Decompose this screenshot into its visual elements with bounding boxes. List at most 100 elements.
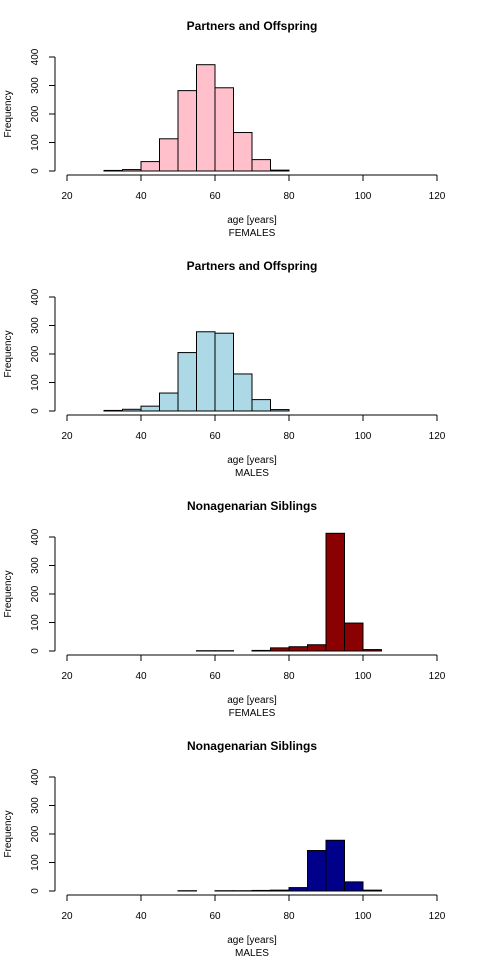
x-tick-label: 100 <box>355 911 372 922</box>
histogram-bar <box>270 889 290 892</box>
x-tick-label: 60 <box>209 191 221 202</box>
chart-title: Nonagenarian Siblings <box>187 739 317 753</box>
histogram-bar <box>251 649 271 652</box>
histogram-bar <box>233 132 253 172</box>
y-axis: 0 100 200 300 400 <box>30 528 56 654</box>
histogram-bar <box>270 169 290 172</box>
x-axis: 20 40 60 80 100 120 <box>61 894 446 922</box>
y-tick-label: 400 <box>30 768 41 785</box>
histogram-panel-1: Partners and Offspring 20 40 60 80 100 120 0 100… <box>3 19 446 239</box>
histogram-bar <box>344 622 364 652</box>
histogram-bar <box>288 887 308 892</box>
chart-title: Partners and Offspring <box>187 259 318 273</box>
histogram-bar <box>214 332 234 412</box>
x-axis-sublabel: MALES <box>235 948 269 959</box>
x-tick-label: 60 <box>209 911 221 922</box>
y-tick-label: 100 <box>30 374 41 391</box>
y-tick-label: 100 <box>30 614 41 631</box>
x-tick-label: 120 <box>429 911 446 922</box>
histogram-panel-2: Partners and Offspring 20 40 60 80 100 120 0 100… <box>3 259 446 479</box>
histogram-bar <box>288 646 308 652</box>
histogram-bar <box>251 399 271 412</box>
histogram-bar <box>307 850 327 892</box>
x-axis: 20 40 60 80 100 120 <box>61 414 446 442</box>
x-tick-label: 100 <box>355 671 372 682</box>
x-tick-label: 40 <box>135 671 147 682</box>
histogram-bar <box>196 331 216 412</box>
y-tick-label: 300 <box>30 557 41 574</box>
histogram-bar <box>251 159 271 172</box>
histogram-bars <box>103 331 290 412</box>
histogram-bar <box>177 352 197 412</box>
x-axis-label: age [years] <box>227 695 277 706</box>
chart-title: Nonagenarian Siblings <box>187 499 317 513</box>
x-axis-label: age [years] <box>227 215 277 226</box>
x-axis-sublabel: FEMALES <box>229 228 276 239</box>
chart-title: Partners and Offspring <box>187 19 318 33</box>
histogram-bar <box>270 647 290 652</box>
x-tick-label: 20 <box>61 911 73 922</box>
x-tick-label: 60 <box>209 431 221 442</box>
x-axis-sublabel: FEMALES <box>229 708 276 719</box>
x-tick-label: 80 <box>283 671 295 682</box>
x-tick-label: 20 <box>61 431 73 442</box>
histogram-bar <box>325 532 345 652</box>
y-tick-label: 0 <box>30 888 41 894</box>
histogram-bar <box>362 649 382 652</box>
y-tick-label: 400 <box>30 288 41 305</box>
histogram-bar <box>140 405 160 412</box>
y-axis-label: Frequency <box>3 330 14 377</box>
y-tick-label: 300 <box>30 77 41 94</box>
y-tick-label: 200 <box>30 585 41 602</box>
histogram-bar <box>251 889 271 892</box>
histogram-bar <box>159 392 179 412</box>
y-tick-label: 200 <box>30 345 41 362</box>
histogram-bar <box>103 169 123 172</box>
y-tick-label: 100 <box>30 854 41 871</box>
x-tick-label: 20 <box>61 671 73 682</box>
x-tick-label: 80 <box>283 911 295 922</box>
x-tick-label: 80 <box>283 431 295 442</box>
histogram-bar <box>233 373 253 412</box>
x-axis: 20 40 60 80 100 120 <box>61 174 446 202</box>
x-tick-label: 40 <box>135 431 147 442</box>
histogram-bar <box>214 87 234 172</box>
histogram-bar <box>103 409 123 412</box>
histogram-bar <box>362 889 382 892</box>
x-tick-label: 20 <box>61 191 73 202</box>
histogram-bar <box>159 138 179 172</box>
y-tick-label: 100 <box>30 134 41 151</box>
y-tick-label: 300 <box>30 797 41 814</box>
x-tick-label: 40 <box>135 191 147 202</box>
y-tick-label: 300 <box>30 317 41 334</box>
x-tick-label: 120 <box>429 191 446 202</box>
y-tick-label: 0 <box>30 408 41 414</box>
y-axis: 0 100 200 300 400 <box>30 288 56 414</box>
y-axis-label: Frequency <box>3 570 14 617</box>
x-tick-label: 120 <box>429 431 446 442</box>
y-axis: 0 100 200 300 400 <box>30 48 56 174</box>
x-axis-label: age [years] <box>227 455 277 466</box>
x-tick-label: 60 <box>209 671 221 682</box>
histogram-bars <box>177 839 382 892</box>
y-tick-label: 400 <box>30 48 41 65</box>
x-tick-label: 80 <box>283 191 295 202</box>
histogram-bars <box>196 532 382 652</box>
histogram-bar <box>140 161 160 172</box>
histogram-bar <box>122 169 142 172</box>
y-axis: 0 100 200 300 400 <box>30 768 56 894</box>
histogram-bars <box>103 64 290 172</box>
y-tick-label: 200 <box>30 825 41 842</box>
x-tick-label: 120 <box>429 671 446 682</box>
y-axis-label: Frequency <box>3 90 14 137</box>
y-tick-label: 400 <box>30 528 41 545</box>
x-tick-label: 100 <box>355 431 372 442</box>
histogram-bar <box>325 839 345 892</box>
histogram-bar <box>196 64 216 172</box>
histogram-bar <box>270 409 290 412</box>
histogram-bar <box>177 90 197 172</box>
y-tick-label: 200 <box>30 105 41 122</box>
